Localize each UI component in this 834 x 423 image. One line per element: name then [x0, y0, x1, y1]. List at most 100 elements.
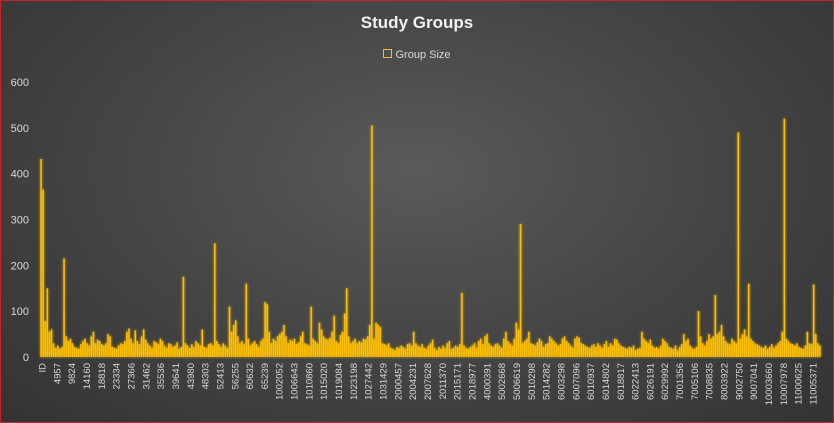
bar: [239, 343, 241, 357]
bar: [75, 347, 78, 357]
bar: [701, 343, 704, 357]
bar: [419, 346, 421, 357]
bar: [578, 337, 580, 357]
bar: [735, 343, 737, 357]
bar: [810, 344, 813, 357]
bar: [482, 344, 484, 357]
bar: [739, 338, 742, 357]
bar: [756, 344, 758, 357]
bar: [320, 329, 323, 357]
bar: [107, 334, 109, 357]
bar: [685, 340, 687, 357]
bar: [471, 345, 474, 357]
bar: [172, 346, 174, 357]
bar: [572, 347, 574, 357]
bar: [119, 343, 122, 357]
bar: [138, 344, 141, 357]
bar: [354, 338, 356, 357]
bar: [101, 344, 103, 357]
bar: [658, 348, 660, 357]
bar: [745, 336, 748, 358]
bar: [733, 340, 735, 357]
bar: [484, 336, 486, 358]
bar: [178, 348, 180, 357]
bar: [565, 340, 568, 357]
bar: [513, 338, 515, 357]
bar: [488, 343, 490, 357]
x-tick-label: 10007978: [779, 363, 790, 405]
x-tick-label: 1010860: [304, 363, 315, 400]
bar: [714, 295, 716, 358]
bar: [209, 343, 212, 357]
bar: [205, 347, 208, 357]
bar: [775, 345, 777, 357]
bar: [394, 350, 396, 358]
bar: [467, 348, 469, 357]
bar: [603, 344, 606, 357]
bar: [641, 331, 643, 357]
bar: [725, 340, 727, 357]
bar: [264, 302, 266, 357]
x-tick-label: ID: [38, 363, 49, 373]
x-tick-label: 1006643: [290, 363, 301, 400]
bar: [697, 311, 700, 357]
bar: [350, 343, 352, 357]
x-tick-label: 39641: [171, 363, 182, 389]
bar: [762, 347, 765, 357]
bar: [643, 338, 645, 357]
bar: [235, 320, 237, 357]
x-tick-label: 6026191: [645, 363, 656, 400]
bar: [584, 345, 587, 357]
bar: [318, 322, 321, 358]
bar: [268, 331, 271, 357]
bar: [532, 344, 534, 357]
bar: [272, 338, 275, 357]
bar: [337, 343, 340, 357]
bar: [312, 338, 314, 357]
bar: [274, 340, 277, 357]
bar: [802, 348, 804, 357]
bar: [201, 329, 204, 357]
bar: [480, 338, 482, 357]
bar: [366, 336, 369, 358]
bar: [306, 344, 308, 357]
y-tick-label: 100: [11, 306, 29, 318]
bar: [54, 347, 57, 357]
bar: [400, 345, 402, 357]
bar: [105, 343, 107, 357]
bar: [295, 344, 298, 357]
bar: [559, 344, 562, 357]
bar: [492, 346, 495, 357]
bar: [356, 343, 358, 357]
bar: [415, 343, 417, 357]
x-tick-label: 7005106: [690, 363, 701, 400]
bar: [96, 339, 99, 357]
bar: [436, 350, 438, 358]
bar: [683, 334, 685, 357]
bar: [486, 334, 488, 357]
bar: [639, 347, 641, 357]
bar: [84, 338, 86, 357]
bar: [477, 340, 480, 357]
bar: [766, 348, 769, 357]
x-tick-label: 52413: [215, 363, 226, 389]
y-tick-label: 0: [23, 352, 29, 364]
x-tick-label: 18818: [97, 363, 108, 389]
x-tick-label: 4000391: [482, 363, 493, 400]
bar: [743, 329, 746, 357]
bar: [433, 347, 436, 357]
bar: [544, 344, 547, 357]
y-tick-label: 400: [11, 169, 29, 181]
y-tick-label: 600: [11, 77, 29, 89]
x-tick-label: 1019084: [334, 363, 345, 400]
x-tick-label: 6003298: [556, 363, 567, 400]
bar: [798, 346, 800, 357]
bar: [465, 347, 467, 357]
bar: [815, 334, 817, 357]
bar: [341, 331, 344, 357]
bar: [712, 336, 714, 358]
bar: [331, 331, 333, 357]
bar: [806, 331, 809, 357]
